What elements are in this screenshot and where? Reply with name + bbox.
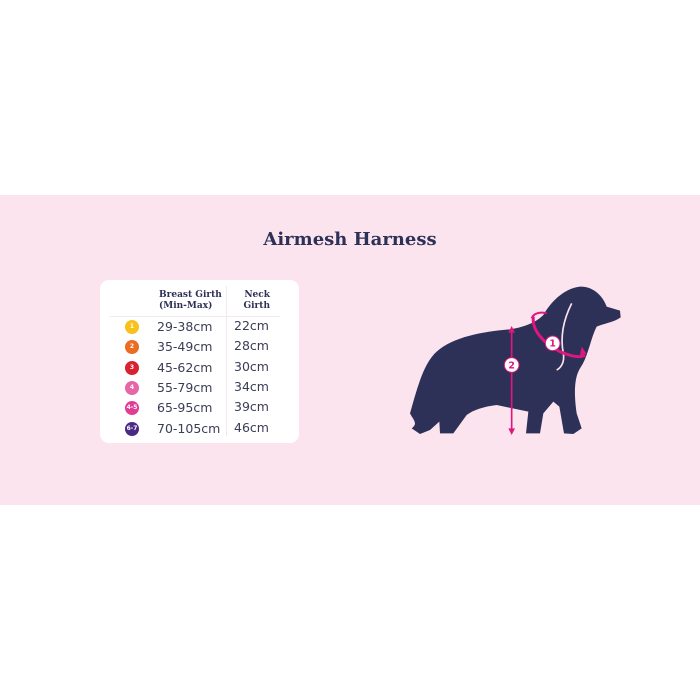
dog-measurement-diagram: 2 1	[410, 286, 621, 435]
table-row: 1 29-38cm 22cm	[100, 317, 299, 337]
size-badge: 4-5	[125, 401, 139, 416]
table-row: 4-5 65-95cm 39cm	[100, 398, 299, 418]
size-badge: 4	[125, 380, 139, 395]
table-row: 6-7 70-105cm 46cm	[100, 419, 299, 439]
column-divider	[226, 286, 227, 436]
size-badge: 6-7	[125, 421, 139, 436]
neck-girth-value: 22cm	[234, 318, 269, 333]
header-breast-girth: Breast Girth (Min-Max)	[159, 290, 222, 311]
size-badge: 3	[125, 360, 139, 375]
size-table: Breast Girth (Min-Max) Neck Girth 1 29-38c…	[100, 280, 299, 443]
neck-girth-arrow: 1	[530, 311, 587, 359]
header-divider	[110, 316, 280, 317]
breast-girth-value: 45-62cm	[157, 359, 213, 375]
size-badge: 2	[125, 340, 139, 355]
size-badge: 1	[125, 320, 139, 334]
table-row: 2 35-49cm 28cm	[100, 337, 299, 357]
breast-girth-arrow: 2	[503, 326, 520, 435]
neck-girth-value: 30cm	[234, 358, 269, 374]
product-title: Airmesh Harness	[263, 229, 437, 250]
breast-girth-value: 35-49cm	[157, 339, 213, 355]
neck-girth-value: 46cm	[234, 419, 269, 435]
header-neck-girth: Neck Girth	[243, 290, 270, 311]
neck-girth-value: 39cm	[234, 399, 269, 415]
breast-girth-value: 55-79cm	[157, 379, 213, 395]
table-row: 3 45-62cm 30cm	[100, 358, 299, 378]
neck-girth-value: 28cm	[234, 338, 269, 354]
marker-neck: 1	[549, 339, 556, 350]
breast-girth-value: 29-38cm	[157, 319, 213, 334]
breast-girth-value: 70-105cm	[157, 420, 221, 436]
table-row: 4 55-79cm 34cm	[100, 378, 299, 398]
neck-girth-value: 34cm	[234, 378, 269, 394]
breast-girth-value: 65-95cm	[157, 400, 213, 416]
marker-breast: 2	[508, 360, 515, 371]
